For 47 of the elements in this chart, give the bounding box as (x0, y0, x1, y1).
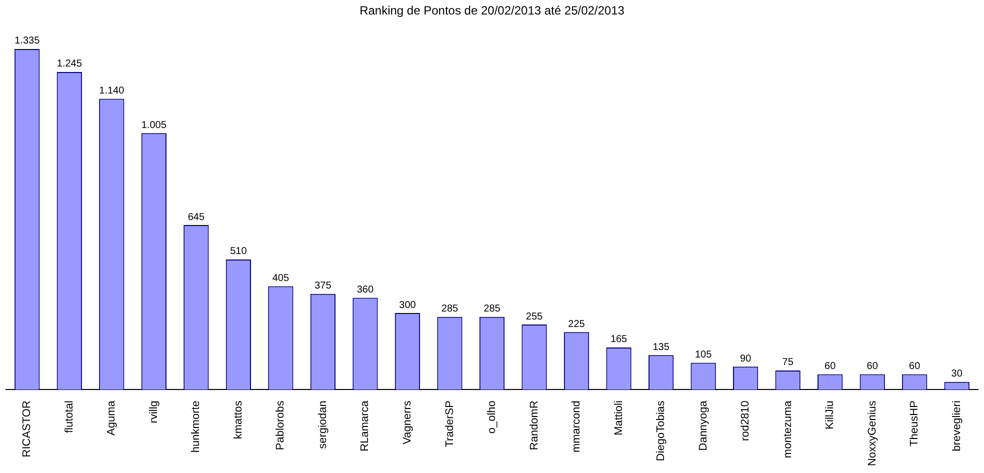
x-tick-label: Mattioli (612, 400, 625, 436)
x-tick-label: NoxxyGenius (866, 400, 878, 466)
data-label: 1.335 (14, 36, 40, 47)
x-tick-label: sergiodan (316, 400, 329, 449)
x-tick-label: TheusHP (908, 400, 921, 446)
x-tick-label: TraderSP (444, 400, 456, 448)
data-label: 165 (610, 334, 628, 346)
data-label: 1.245 (56, 58, 82, 70)
data-label: 60 (824, 361, 836, 372)
data-label: 105 (694, 350, 712, 361)
data-label: 60 (909, 361, 921, 372)
x-tick-label: RandomR (528, 400, 540, 450)
x-tick-label: RICASTOR (21, 400, 34, 458)
data-label: 375 (314, 280, 332, 292)
data-label: 285 (441, 304, 459, 315)
data-label: 60 (866, 361, 878, 372)
x-tick-label: breveglieri (950, 400, 963, 452)
data-label: 1.140 (99, 85, 125, 96)
data-label: 30 (951, 368, 963, 380)
x-tick-label: montezuma (782, 400, 794, 458)
data-label: 225 (568, 318, 586, 330)
chart-title: Ranking de Pontos de 20/02/2013 até 25/02/2013 (360, 4, 625, 18)
data-label: 285 (484, 304, 501, 315)
x-tick-label: rod2810 (740, 400, 752, 441)
data-label: 360 (356, 284, 374, 296)
x-tick-label: RLamarca (359, 400, 372, 452)
x-tick-label: Aguma (106, 400, 118, 436)
data-label: 135 (652, 342, 670, 353)
x-tick-label: Dannyoga (697, 400, 710, 451)
x-tick-label: Vagnerrs (402, 400, 414, 444)
x-tick-label: DiegoTobias (655, 400, 668, 462)
x-tick-label: kmattos (232, 400, 244, 440)
x-tick-label: hunkmorte (190, 400, 202, 453)
data-label: 300 (399, 300, 416, 311)
data-label: 75 (782, 357, 794, 368)
data-label: 255 (526, 311, 544, 322)
data-label: 1.005 (141, 120, 167, 131)
data-label: 510 (230, 246, 248, 258)
x-tick-label: Pablorobs (274, 400, 287, 450)
data-label: 405 (272, 273, 290, 284)
x-tick-label: o_olho (486, 400, 498, 434)
x-tick-label: KillJiu (824, 400, 836, 430)
data-label: 645 (188, 212, 205, 223)
x-tick-label: mmarcond (570, 400, 583, 453)
data-label: 90 (740, 353, 752, 364)
x-tick-label: flutotal (63, 400, 76, 434)
x-tick-label: rvillg (148, 400, 160, 424)
